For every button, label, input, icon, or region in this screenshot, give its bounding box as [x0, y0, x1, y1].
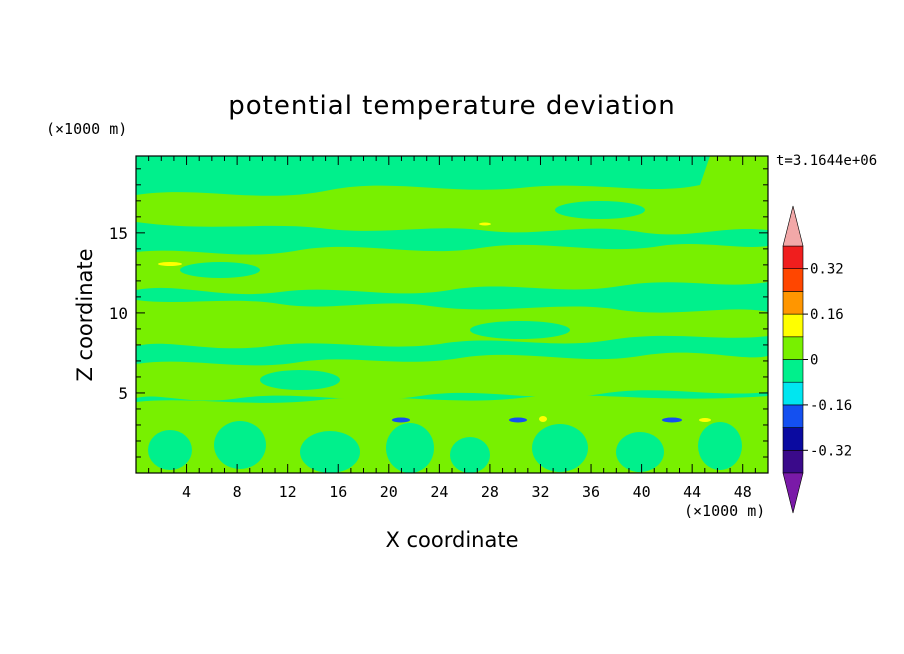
x-tick-label: 4 — [182, 483, 191, 501]
time-label: t=3.1644e+06 — [776, 153, 877, 169]
x-tick-label: 44 — [683, 483, 701, 501]
y-tick-label: 10 — [109, 304, 128, 323]
plot-area — [136, 156, 768, 473]
x-axis: 4 8 12 16 20 24 28 32 36 40 44 48 — [148, 156, 756, 501]
x-unit-label: (×1000 m) — [684, 502, 765, 520]
x-tick-label: 24 — [430, 483, 448, 501]
x-tick-label: 8 — [233, 483, 242, 501]
colorbar-segment — [782, 404, 804, 428]
x-tick-label: 28 — [481, 483, 499, 501]
x-tick-label: 16 — [329, 483, 347, 501]
colorbar-segment — [782, 313, 804, 338]
positive-band-mid-upper — [136, 244, 768, 295]
x-axis-label: X coordinate — [385, 528, 518, 552]
colorbar-segment — [782, 449, 804, 474]
z-unit-label: (×1000 m) — [46, 120, 127, 138]
colorbar-label: 0.32 — [810, 262, 844, 278]
x-tick-label: 32 — [531, 483, 549, 501]
colorbar-label: -0.32 — [810, 443, 852, 459]
colorbar-label: 0.16 — [810, 307, 844, 323]
colorbar-label: 0 — [810, 353, 818, 369]
colorbar-segment — [782, 427, 804, 451]
colorbar: -0.32 -0.16 0 0.16 0.32 — [782, 205, 852, 514]
colorbar-over-arrow — [782, 205, 804, 247]
y-axis-label: Z coordinate — [73, 248, 97, 381]
y-tick-label: 5 — [118, 384, 128, 403]
colorbar-segment — [782, 359, 804, 383]
x-tick-label: 48 — [734, 483, 752, 501]
colorbar-segment — [782, 245, 804, 270]
surface-cells — [148, 201, 742, 473]
x-tick-label: 12 — [279, 483, 297, 501]
colorbar-segment — [782, 336, 804, 360]
colorbar-segment — [782, 381, 804, 406]
colorbar-segment — [782, 268, 804, 292]
colorbar-label: -0.16 — [810, 398, 852, 414]
colorbar-under-arrow — [782, 472, 804, 514]
y-axis: 5 10 15 — [109, 168, 768, 458]
x-tick-label: 40 — [633, 483, 651, 501]
positive-band-mid — [136, 300, 768, 349]
chart-title: potential temperature deviation — [228, 91, 675, 121]
colorbar-segment — [782, 291, 804, 315]
x-tick-label: 36 — [582, 483, 600, 501]
field-features — [158, 222, 711, 423]
y-tick-label: 15 — [109, 224, 128, 243]
positive-band-surface — [136, 395, 768, 473]
x-tick-label: 20 — [380, 483, 398, 501]
